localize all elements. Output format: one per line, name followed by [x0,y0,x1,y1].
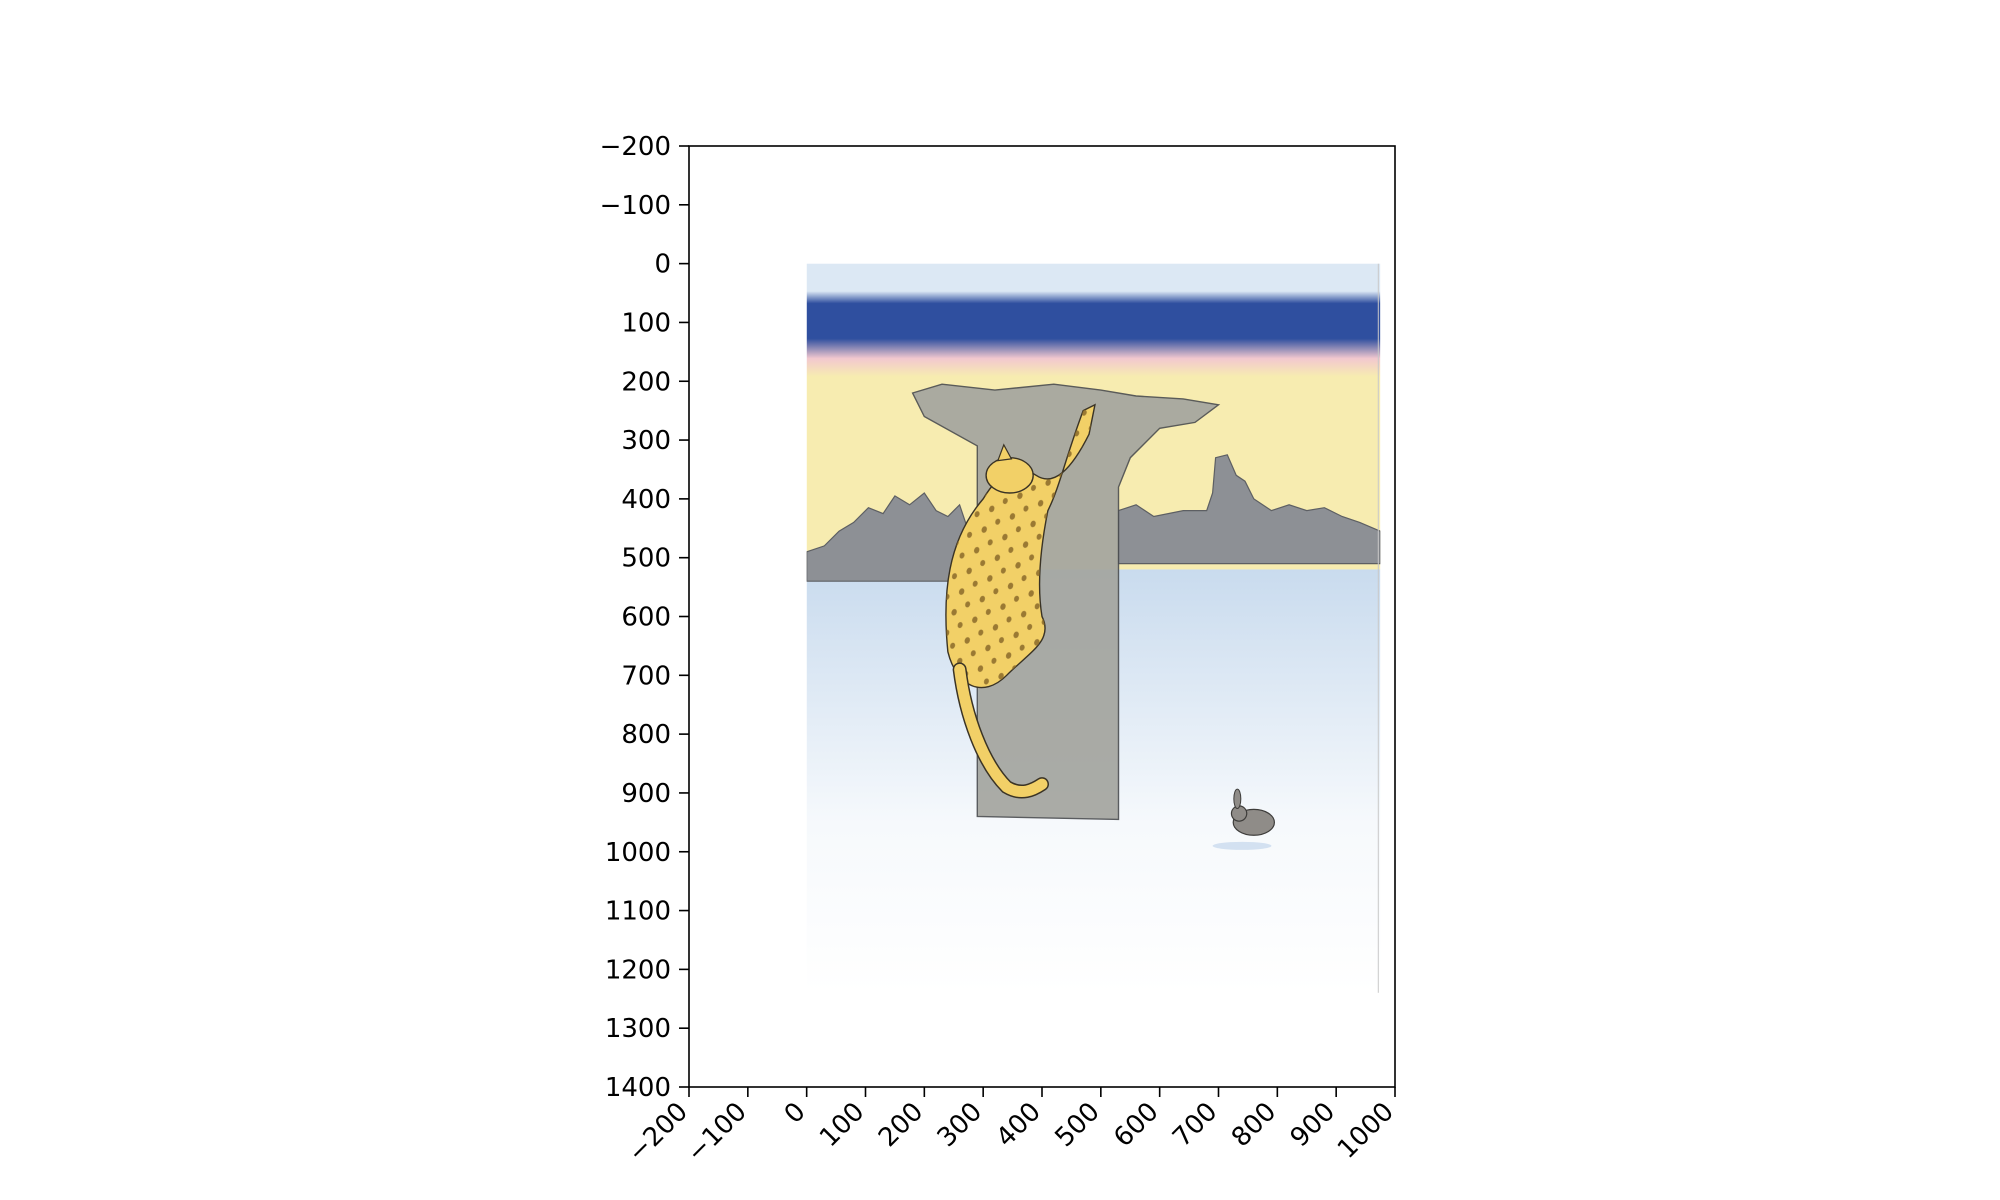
wildcat-ear [996,443,1013,462]
wildcat-head [985,457,1034,494]
y-axis: −200 −100 0 100 200 300 400 500 600 700 800 900 1000… [600,132,689,1103]
x-tick-label: 600 [1108,1097,1164,1153]
trees-left [806,492,973,582]
y-tick-label: 900 [621,779,671,809]
y-tick-label: 0 [654,250,671,280]
y-tick-label: 1000 [605,838,671,868]
trees-right [1117,454,1381,565]
x-tick-label: 800 [1226,1097,1282,1153]
x-tick-label: 500 [1049,1097,1105,1153]
x-tick-label: 100 [814,1097,870,1153]
x-tick-label: 700 [1167,1097,1223,1153]
wildcat-spots [945,404,1095,688]
y-tick-label: 1300 [605,1014,671,1044]
y-tick-label: 1100 [605,897,671,927]
y-tick-label: 1400 [605,1073,671,1103]
x-tick-label: −100 [681,1097,753,1169]
x-tick-label: 0 [779,1097,812,1130]
rabbit-shadow [1212,841,1272,850]
wildcat-tail [954,663,1048,798]
y-tick-label: −200 [600,132,671,162]
x-tick-label: 400 [991,1097,1047,1153]
x-tick-label: 300 [932,1097,988,1153]
x-tick-label: −200 [622,1097,694,1169]
wildcat [945,403,1096,799]
x-tick-label: 1000 [1332,1097,1400,1165]
embedded-illustration [806,263,1381,993]
rabbit-head [1230,805,1248,822]
rabbit-ear [1233,788,1242,810]
y-tick-label: 100 [621,308,671,338]
y-tick-label: 500 [621,544,671,574]
rabbit [1230,788,1275,836]
y-tick-label: −100 [600,191,671,221]
y-tick-label: 800 [621,720,671,750]
y-tick-label: 400 [621,485,671,515]
y-tick-label: 600 [621,603,671,633]
y-tick-label: 700 [621,661,671,691]
x-tick-label: 200 [873,1097,929,1153]
y-tick-label: 200 [621,367,671,397]
y-tick-label: 1200 [605,955,671,985]
y-tick-label: 300 [621,426,671,456]
